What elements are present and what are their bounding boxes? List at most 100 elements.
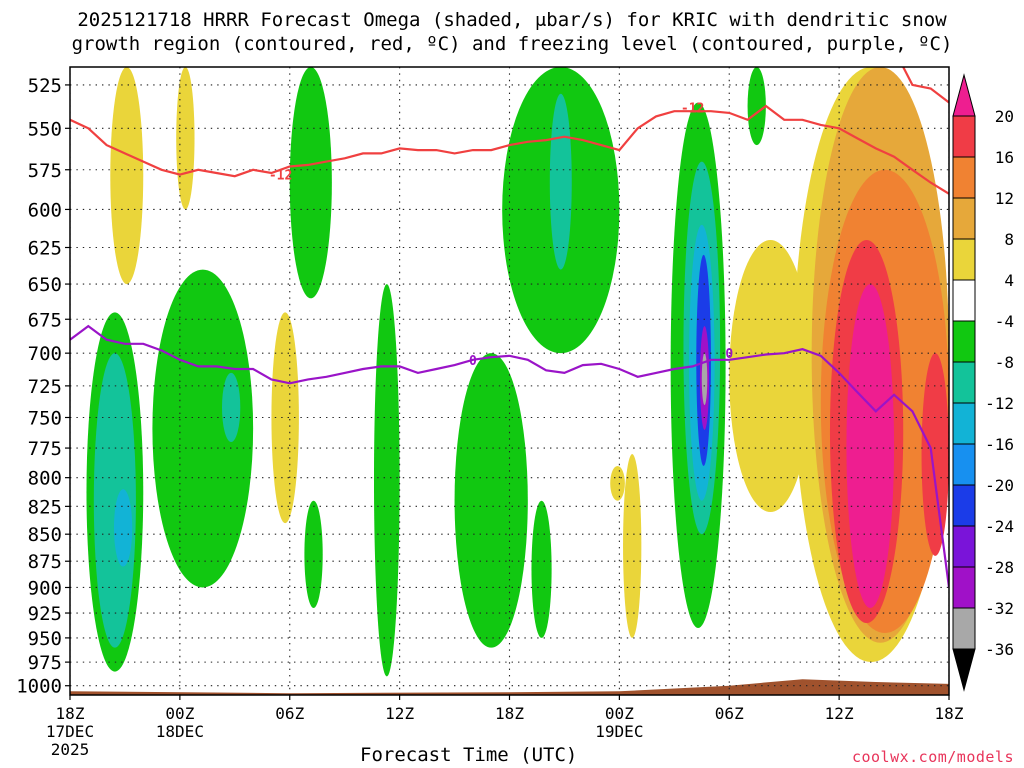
y-tick-label-525: 525 [28,75,62,97]
y-axis: 525 550 575 600 625 650 675 700 725 750 775 800 825 8… [16,75,70,698]
x-tick-year-0: 2025 [51,740,90,759]
omega-area-green-4 [373,284,400,677]
colorbar-tick-label-10: -24 [985,517,1014,536]
y-tick-label-875: 875 [28,551,62,573]
freezing-contour-label-1: 0 [469,354,477,369]
omega-area-yellow-3 [271,312,299,524]
terrain-layer [70,679,949,695]
plot-area: -12 -12 0 0 [70,67,949,695]
freezing-contour-label-2: 0 [725,347,733,362]
terrain-fill [70,679,949,695]
colorbar-swatch-4 [952,238,976,281]
y-tick-label-825: 825 [28,496,62,518]
y-tick-label-600: 600 [28,199,62,221]
x-tick-label-6: 00Z [165,704,194,723]
y-tick-label-800: 800 [28,468,62,490]
y-tick-label-750: 750 [28,407,62,429]
y-tick-label-575: 575 [28,160,62,182]
colorbar-swatch-8 [952,402,976,445]
y-tick-label-725: 725 [28,376,62,398]
colorbar-swatch-7 [952,361,976,404]
colorbar-swatch-5 [952,279,976,322]
colorbar-swatch-10 [952,484,976,527]
colorbar-tick-label-12: -32 [985,599,1014,618]
y-tick-label-675: 675 [28,309,62,331]
omega-area-red-7b [921,353,949,556]
colorbar-tick-label-8: -16 [985,435,1014,454]
colorbar-tick-label-6: -8 [995,353,1014,372]
y-tick-label-900: 900 [28,577,62,599]
y-tick-label-975: 975 [28,652,62,674]
colorbar-tick-label-3: 8 [1004,230,1014,249]
omega-area-green-2 [289,67,332,299]
omega-area-green-1b [152,269,254,588]
colorbar-tick-label-1: 16 [995,148,1014,167]
y-tick-label-950: 950 [28,628,62,650]
dgz-contour-label-2: -12 [681,102,704,117]
colorbar-tick-label-2: 12 [995,189,1014,208]
colorbar-cap-bottom [952,648,976,692]
omega-area-magenta-7 [846,284,895,608]
colorbar-tick-label-4: 4 [1004,271,1014,290]
omega-area-teal-1b [221,372,241,443]
omega-area-green-5 [454,353,528,648]
colorbar-tick-label-7: -12 [985,394,1014,413]
omega-area-yellow-5 [623,454,642,638]
x-tick-label-36: 06Z [715,704,744,723]
y-tick-label-550: 550 [28,118,62,140]
omega-shading [86,67,949,677]
y-tick-label-850: 850 [28,524,62,546]
colorbar: 20 16 12 8 4 -4 -8 -12 -16 -20 -24 -28 -32 -36 [952,73,1014,692]
x-tick-date-6: 18DEC [156,722,204,741]
colorbar-swatch-3 [952,197,976,240]
x-tick-label-48: 18Z [935,704,964,723]
gridlines [70,67,949,695]
y-tick-label-925: 925 [28,603,62,625]
freezing-contour-line [70,324,949,588]
omega-area-yellow-4 [610,465,625,501]
colorbar-tick-label-9: -20 [985,476,1014,495]
y-tick-label-1000: 1000 [16,676,62,698]
omega-area-cyan-1 [113,489,133,567]
colorbar-tick-label-13: -36 [985,640,1014,659]
x-tick-label-12: 06Z [275,704,304,723]
x-tick-label-24: 18Z [495,704,524,723]
chart-title-line-2: growth region (contoured, red, ºC) and f… [71,33,953,55]
x-axis-label: Forecast Time (UTC) [360,744,578,766]
omega-area-green-9 [747,67,766,146]
omega-area-yellow-2 [176,67,195,210]
x-tick-date-30: 19DEC [595,722,643,741]
omega-area-teal-1 [93,353,136,648]
colorbar-swatch-2 [952,156,976,199]
y-tick-label-700: 700 [28,343,62,365]
dgz-contour-label-1: -12 [269,169,292,184]
omega-area-teal-6 [549,93,572,270]
y-tick-label-775: 775 [28,438,62,460]
x-tick-label-42: 12Z [825,704,854,723]
contours: -12 -12 0 0 [70,67,949,588]
y-tick-label-625: 625 [28,237,62,259]
x-tick-label-0: 18Z [56,704,85,723]
colorbar-swatch-9 [952,443,976,486]
colorbar-swatch-13 [952,607,976,650]
x-tick-label-18: 12Z [385,704,414,723]
colorbar-swatch-12 [952,566,976,609]
omega-area-grey-8 [701,353,708,405]
colorbar-swatch-1 [952,115,976,158]
x-tick-label-30: 00Z [605,704,634,723]
colorbar-swatch-6 [952,320,976,363]
y-tick-label-650: 650 [28,274,62,296]
omega-area-green-3 [304,500,323,608]
omega-area-yellow-6 [729,240,812,512]
credit-text: coolwx.com/models [851,748,1014,766]
chart-title-line-1: 2025121718 HRRR Forecast Omega (shaded, … [77,9,947,31]
colorbar-swatch-11 [952,525,976,568]
colorbar-tick-label-0: 20 [995,107,1014,126]
dgz-contour-line [70,104,949,195]
omega-area-green-7 [531,500,552,638]
dgz-contour-line-2 [902,67,949,104]
omega-area-yellow-1 [110,67,144,285]
colorbar-cap-top [952,73,976,117]
